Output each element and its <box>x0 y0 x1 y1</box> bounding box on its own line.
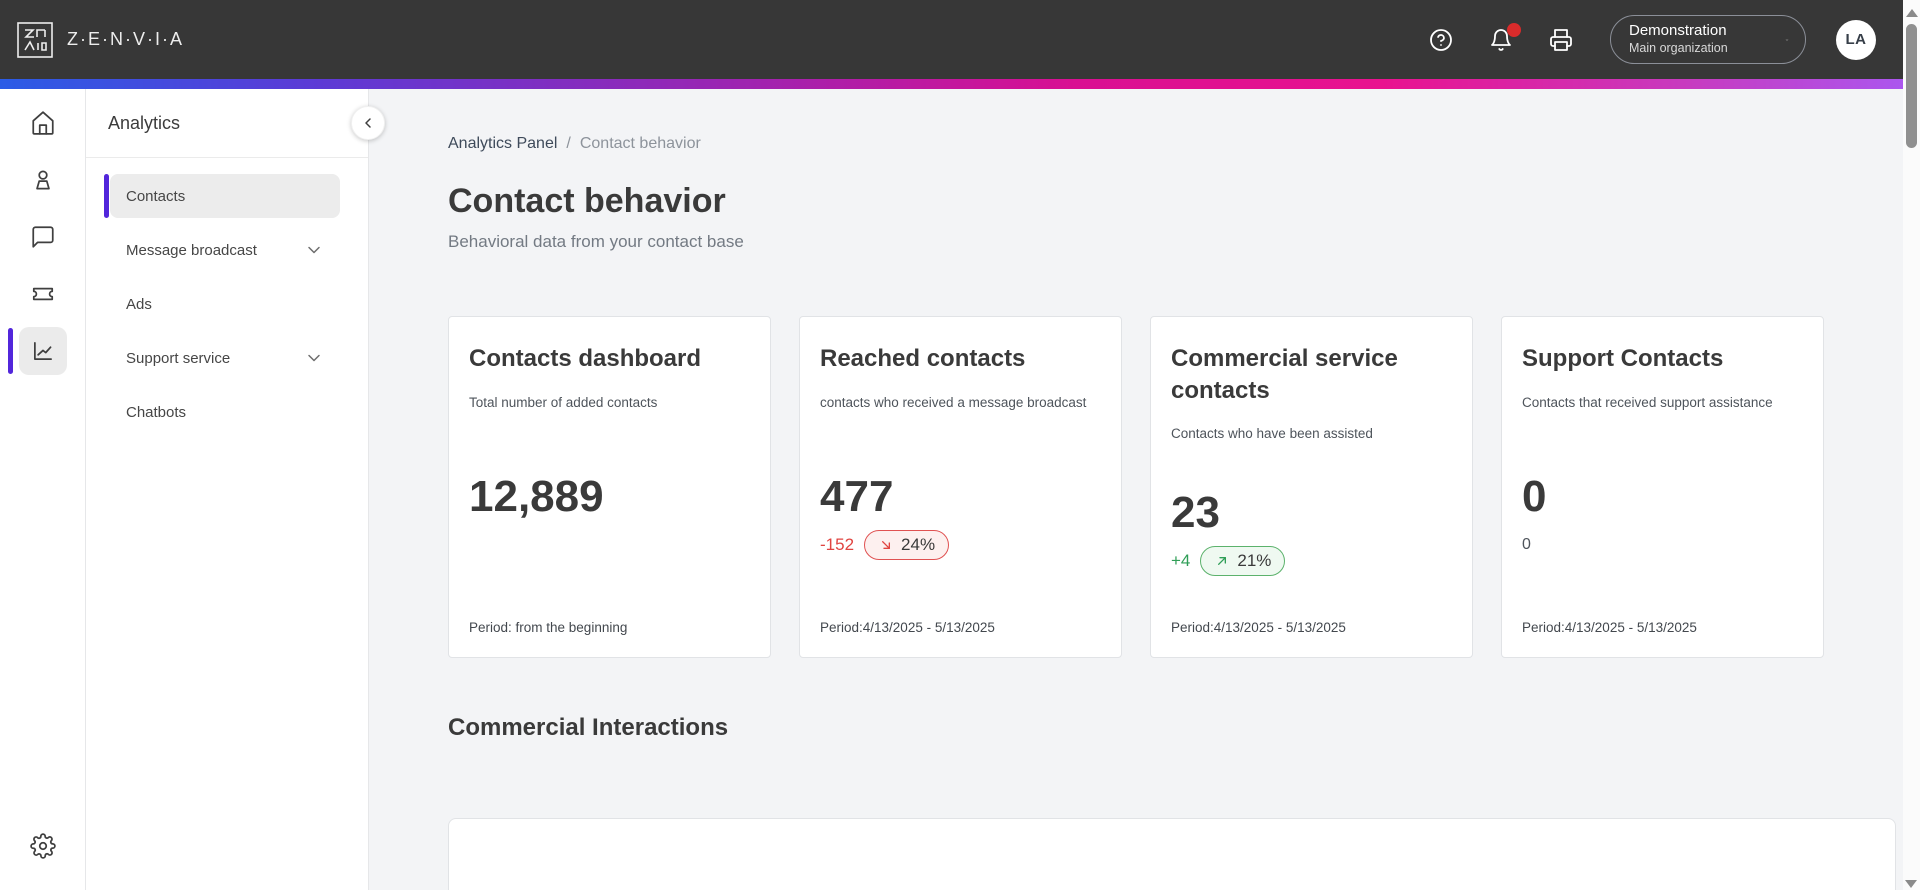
sidebar-item-label: Chatbots <box>126 403 187 421</box>
brand-gradient-bar <box>0 79 1920 89</box>
topbar-actions: Demonstration Main organization LA <box>1394 15 1876 64</box>
main-content: Analytics Panel / Contact behavior Conta… <box>369 89 1920 890</box>
page-title: Contact behavior <box>448 182 726 220</box>
arrow-down-right-icon <box>882 541 891 549</box>
zenvia-logo-icon <box>17 21 53 58</box>
trend-percent: 21% <box>1237 550 1272 570</box>
sidebar-item-label: Contacts <box>126 187 186 205</box>
card-value: 477 <box>820 472 894 521</box>
printer-icon[interactable] <box>1548 27 1574 53</box>
chat-icon[interactable] <box>19 213 67 261</box>
scroll-down-arrow-icon[interactable] <box>1905 880 1917 888</box>
arrow-up-right-icon <box>1218 556 1227 565</box>
breadcrumb-separator: / <box>566 135 571 152</box>
ticket-icon[interactable] <box>19 270 67 318</box>
brand-name: Z·E·N·V·I·A <box>67 29 184 49</box>
help-icon[interactable] <box>1428 27 1454 53</box>
sidebar-item-message-broadcast[interactable]: Message broadcast <box>110 228 340 272</box>
card-value: 0 <box>1522 472 1547 521</box>
card-delta-row: +4 21% <box>1171 544 1452 578</box>
card-description: Contacts that received support assistanc… <box>1522 394 1773 410</box>
page-scrollbar[interactable] <box>1903 0 1920 890</box>
chevron-down-icon <box>308 246 320 254</box>
organization-selector[interactable]: Demonstration Main organization <box>1610 15 1806 64</box>
card-period: Period:4/13/2025 - 5/13/2025 <box>820 619 995 635</box>
sidebar-collapse-button[interactable] <box>351 106 385 140</box>
home-icon[interactable] <box>19 99 67 147</box>
delta-value: -152 <box>820 535 855 554</box>
card-description: Contacts who have been assisted <box>1171 426 1373 442</box>
analytics-chart-icon[interactable] <box>7 327 67 375</box>
page-subtitle: Behavioral data from your contact base <box>448 232 744 251</box>
breadcrumb-parent-link[interactable]: Analytics Panel <box>448 135 558 152</box>
card-delta-row: 0 <box>1522 528 1803 562</box>
bell-icon[interactable] <box>1488 22 1521 53</box>
chevron-down-icon <box>308 354 320 362</box>
sidebar-item-chatbots[interactable]: Chatbots <box>110 390 340 434</box>
card-period: Period:4/13/2025 - 5/13/2025 <box>1522 619 1697 635</box>
kpi-cards-row: Contacts dashboard Total number of added… <box>448 316 1896 658</box>
card-title: Contacts dashboard <box>469 345 702 372</box>
card-description: Total number of added contacts <box>469 394 658 410</box>
delta-value: +4 <box>1171 550 1191 570</box>
card-delta-row <box>469 528 750 562</box>
card-delta-row: -152 24% <box>820 528 1101 562</box>
organization-sub: Main organization <box>1629 41 1728 56</box>
avatar-initials: LA <box>1845 31 1867 48</box>
breadcrumb-current: Contact behavior <box>579 135 701 152</box>
card-value: 12,889 <box>469 472 604 521</box>
sidebar-title: Analytics <box>108 112 181 133</box>
scrollbar-thumb[interactable] <box>1906 24 1917 148</box>
card-period: Period:4/13/2025 - 5/13/2025 <box>1171 620 1346 635</box>
brand: Z·E·N·V·I·A <box>16 21 184 59</box>
gear-icon[interactable] <box>19 822 67 870</box>
sidebar-item-label: Message broadcast <box>126 241 257 259</box>
card-title: Support Contacts <box>1522 345 1724 372</box>
sidebar-item-label: Ads <box>126 295 152 313</box>
card-contacts-dashboard: Contacts dashboard Total number of added… <box>448 316 771 658</box>
trend-percent: 24% <box>901 535 936 554</box>
card-commercial-service-contacts: Commercial service contacts Contacts who… <box>1150 316 1473 658</box>
breadcrumb: Analytics Panel / Contact behavior <box>448 135 1896 153</box>
card-support-contacts: Support Contacts Contacts that received … <box>1501 316 1824 658</box>
section-title-commercial-interactions: Commercial Interactions <box>448 714 729 741</box>
sidebar-menu: Contacts Message broadcast Ads Support s… <box>86 158 368 434</box>
scroll-up-arrow-icon[interactable] <box>1905 9 1918 17</box>
chevron-left-icon <box>365 118 371 128</box>
delta-value: 0 <box>1522 536 1531 553</box>
sidebar-item-contacts[interactable]: Contacts <box>104 174 340 218</box>
sidebar-header: Analytics <box>86 89 368 158</box>
notification-dot <box>1507 22 1521 37</box>
sidebar-item-support-service[interactable]: Support service <box>110 336 340 380</box>
card-title: Commercial service contacts <box>1171 345 1398 404</box>
trend-badge: 24% <box>864 530 950 560</box>
card-description: contacts who received a message broadcas… <box>820 394 1087 410</box>
card-reached-contacts: Reached contacts contacts who received a… <box>799 316 1122 658</box>
commercial-interactions-card <box>448 818 1896 890</box>
sidebar-item-ads[interactable]: Ads <box>110 282 340 326</box>
card-value: 23 <box>1171 487 1220 537</box>
sidebar-item-label: Support service <box>126 349 231 367</box>
chevron-down-icon <box>1785 38 1789 41</box>
trend-badge: 21% <box>1200 545 1286 576</box>
icon-rail <box>0 89 86 890</box>
card-title: Reached contacts <box>820 345 1026 372</box>
sidebar: Analytics Contacts Message broadcast Ads… <box>86 89 385 890</box>
organization-name: Demonstration <box>1629 22 1727 40</box>
topbar: Z·E·N·V·I·A Demonstration Main organizat… <box>0 0 1920 79</box>
avatar[interactable]: LA <box>1836 19 1876 60</box>
contacts-icon[interactable] <box>19 156 67 204</box>
card-period: Period: from the beginning <box>469 619 628 635</box>
